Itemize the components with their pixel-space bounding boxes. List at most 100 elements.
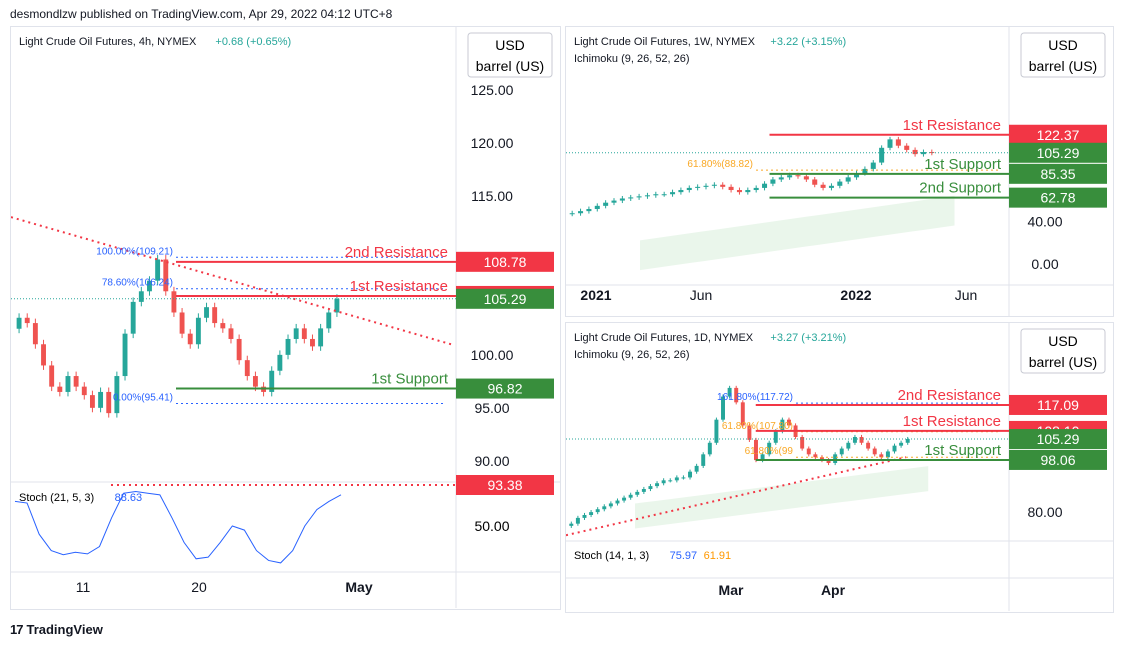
unit-button [1020, 328, 1106, 374]
candle [628, 494, 633, 498]
price-tag-text: 85.35 [1040, 166, 1075, 182]
candle [615, 500, 620, 504]
tradingview-footer[interactable]: 17 TradingView [10, 622, 103, 637]
unit-currency: USD [495, 37, 525, 53]
candle [619, 198, 625, 201]
level-label: 1st Support [924, 442, 1002, 459]
chart-1d-svg[interactable]: 161.80%(117.72) 61.80%(107.80) 61.80%(99 2n… [565, 323, 1113, 612]
candle [845, 177, 851, 182]
chart-panel-4h[interactable]: 100.00%(109.21) 78.60%(106.24) 0.00%(95.41… [10, 26, 561, 610]
chart-change: +3.27 (+3.21%) [770, 332, 846, 344]
chart-1w-svg[interactable]: 61.80%(88.82) 1st Resistance 122.37 105.29 1… [566, 27, 1113, 316]
candle [668, 480, 673, 482]
candle [852, 437, 857, 443]
candle [49, 365, 55, 387]
candle [622, 497, 627, 501]
chart-panel-1d[interactable]: 161.80%(117.72) 61.80%(107.80) 61.80%(99 2n… [565, 322, 1114, 613]
price-tag-text: 62.78 [1040, 190, 1075, 206]
x-tick-label: Mar [719, 582, 744, 598]
fib-label: 61.80%(99 [745, 446, 794, 457]
candle [879, 454, 884, 458]
candle [138, 291, 144, 302]
unit-measure: barrel (US) [1029, 58, 1097, 74]
candle [753, 187, 759, 191]
candle [57, 386, 63, 392]
unit-currency: USD [1048, 333, 1078, 349]
candle [122, 333, 128, 377]
candle [762, 183, 768, 188]
candle [905, 439, 910, 443]
candle [727, 387, 732, 397]
candle [767, 442, 772, 455]
candle [114, 376, 120, 414]
level-label: 1st Resistance [350, 278, 448, 295]
candle [32, 323, 38, 345]
chart-change: +0.68 (+0.65%) [215, 36, 291, 48]
candle [879, 147, 885, 163]
candle [862, 168, 868, 174]
candle [854, 173, 860, 178]
candle [147, 280, 152, 292]
candle [806, 448, 811, 455]
price-tag [1009, 124, 1107, 145]
candle [695, 186, 701, 188]
candle [269, 370, 275, 392]
candle [887, 139, 893, 148]
price-tag-text: 122.37 [1037, 127, 1080, 143]
y-tick-label: 120.00 [471, 135, 514, 151]
candle [820, 184, 826, 188]
ichimoku-cloud [635, 466, 929, 529]
candle [892, 445, 897, 452]
ichimoku-cloud [640, 195, 955, 271]
chart-4h-svg[interactable]: 100.00%(109.21) 78.60%(106.24) 0.00%(95.41… [10, 27, 560, 609]
candle [575, 517, 580, 524]
candle [681, 477, 686, 479]
price-tag-text: 96.82 [487, 381, 522, 397]
candle [711, 184, 717, 186]
fib-label: 100.00%(109.21) [96, 246, 173, 257]
candle [720, 184, 726, 187]
candle [244, 360, 250, 377]
candle [293, 328, 299, 339]
chart-panel-1w[interactable]: 61.80%(88.82) 1st Resistance 122.37 105.29 1… [565, 26, 1114, 317]
candle [171, 291, 177, 313]
y-tick-label: 100.00 [471, 347, 514, 363]
candle [674, 477, 679, 481]
candle [670, 192, 676, 195]
x-tick-label: Apr [821, 582, 846, 598]
candle [73, 376, 79, 387]
candle [714, 419, 719, 443]
candle [65, 376, 71, 392]
candle [212, 307, 218, 324]
candle [89, 395, 95, 408]
x-tick-label: 11 [76, 579, 91, 595]
candle [885, 451, 890, 458]
candle [179, 312, 185, 334]
candle [688, 471, 693, 478]
price-tag-text: 108.78 [484, 254, 527, 270]
candle [819, 457, 824, 461]
price-tag [1009, 429, 1107, 450]
candle [721, 396, 725, 420]
price-tag [1009, 449, 1107, 470]
unit-button [467, 32, 553, 78]
candle [24, 317, 30, 324]
stoch-value: 75.97 [670, 550, 698, 562]
price-tag [1009, 163, 1107, 184]
candle [728, 186, 734, 191]
candle [826, 460, 831, 463]
candle [837, 181, 843, 186]
candle [803, 176, 809, 180]
price-tag [1009, 187, 1107, 208]
unit-button [1020, 32, 1106, 78]
candle [904, 145, 910, 150]
candle [204, 307, 209, 318]
candle [644, 195, 650, 197]
price-tag [1009, 142, 1107, 163]
candle [760, 454, 765, 461]
price-tag-text: 117.09 [1037, 397, 1079, 413]
price-tag [456, 475, 554, 495]
candle [318, 328, 324, 347]
candle [163, 259, 169, 292]
price-tag [456, 251, 554, 272]
